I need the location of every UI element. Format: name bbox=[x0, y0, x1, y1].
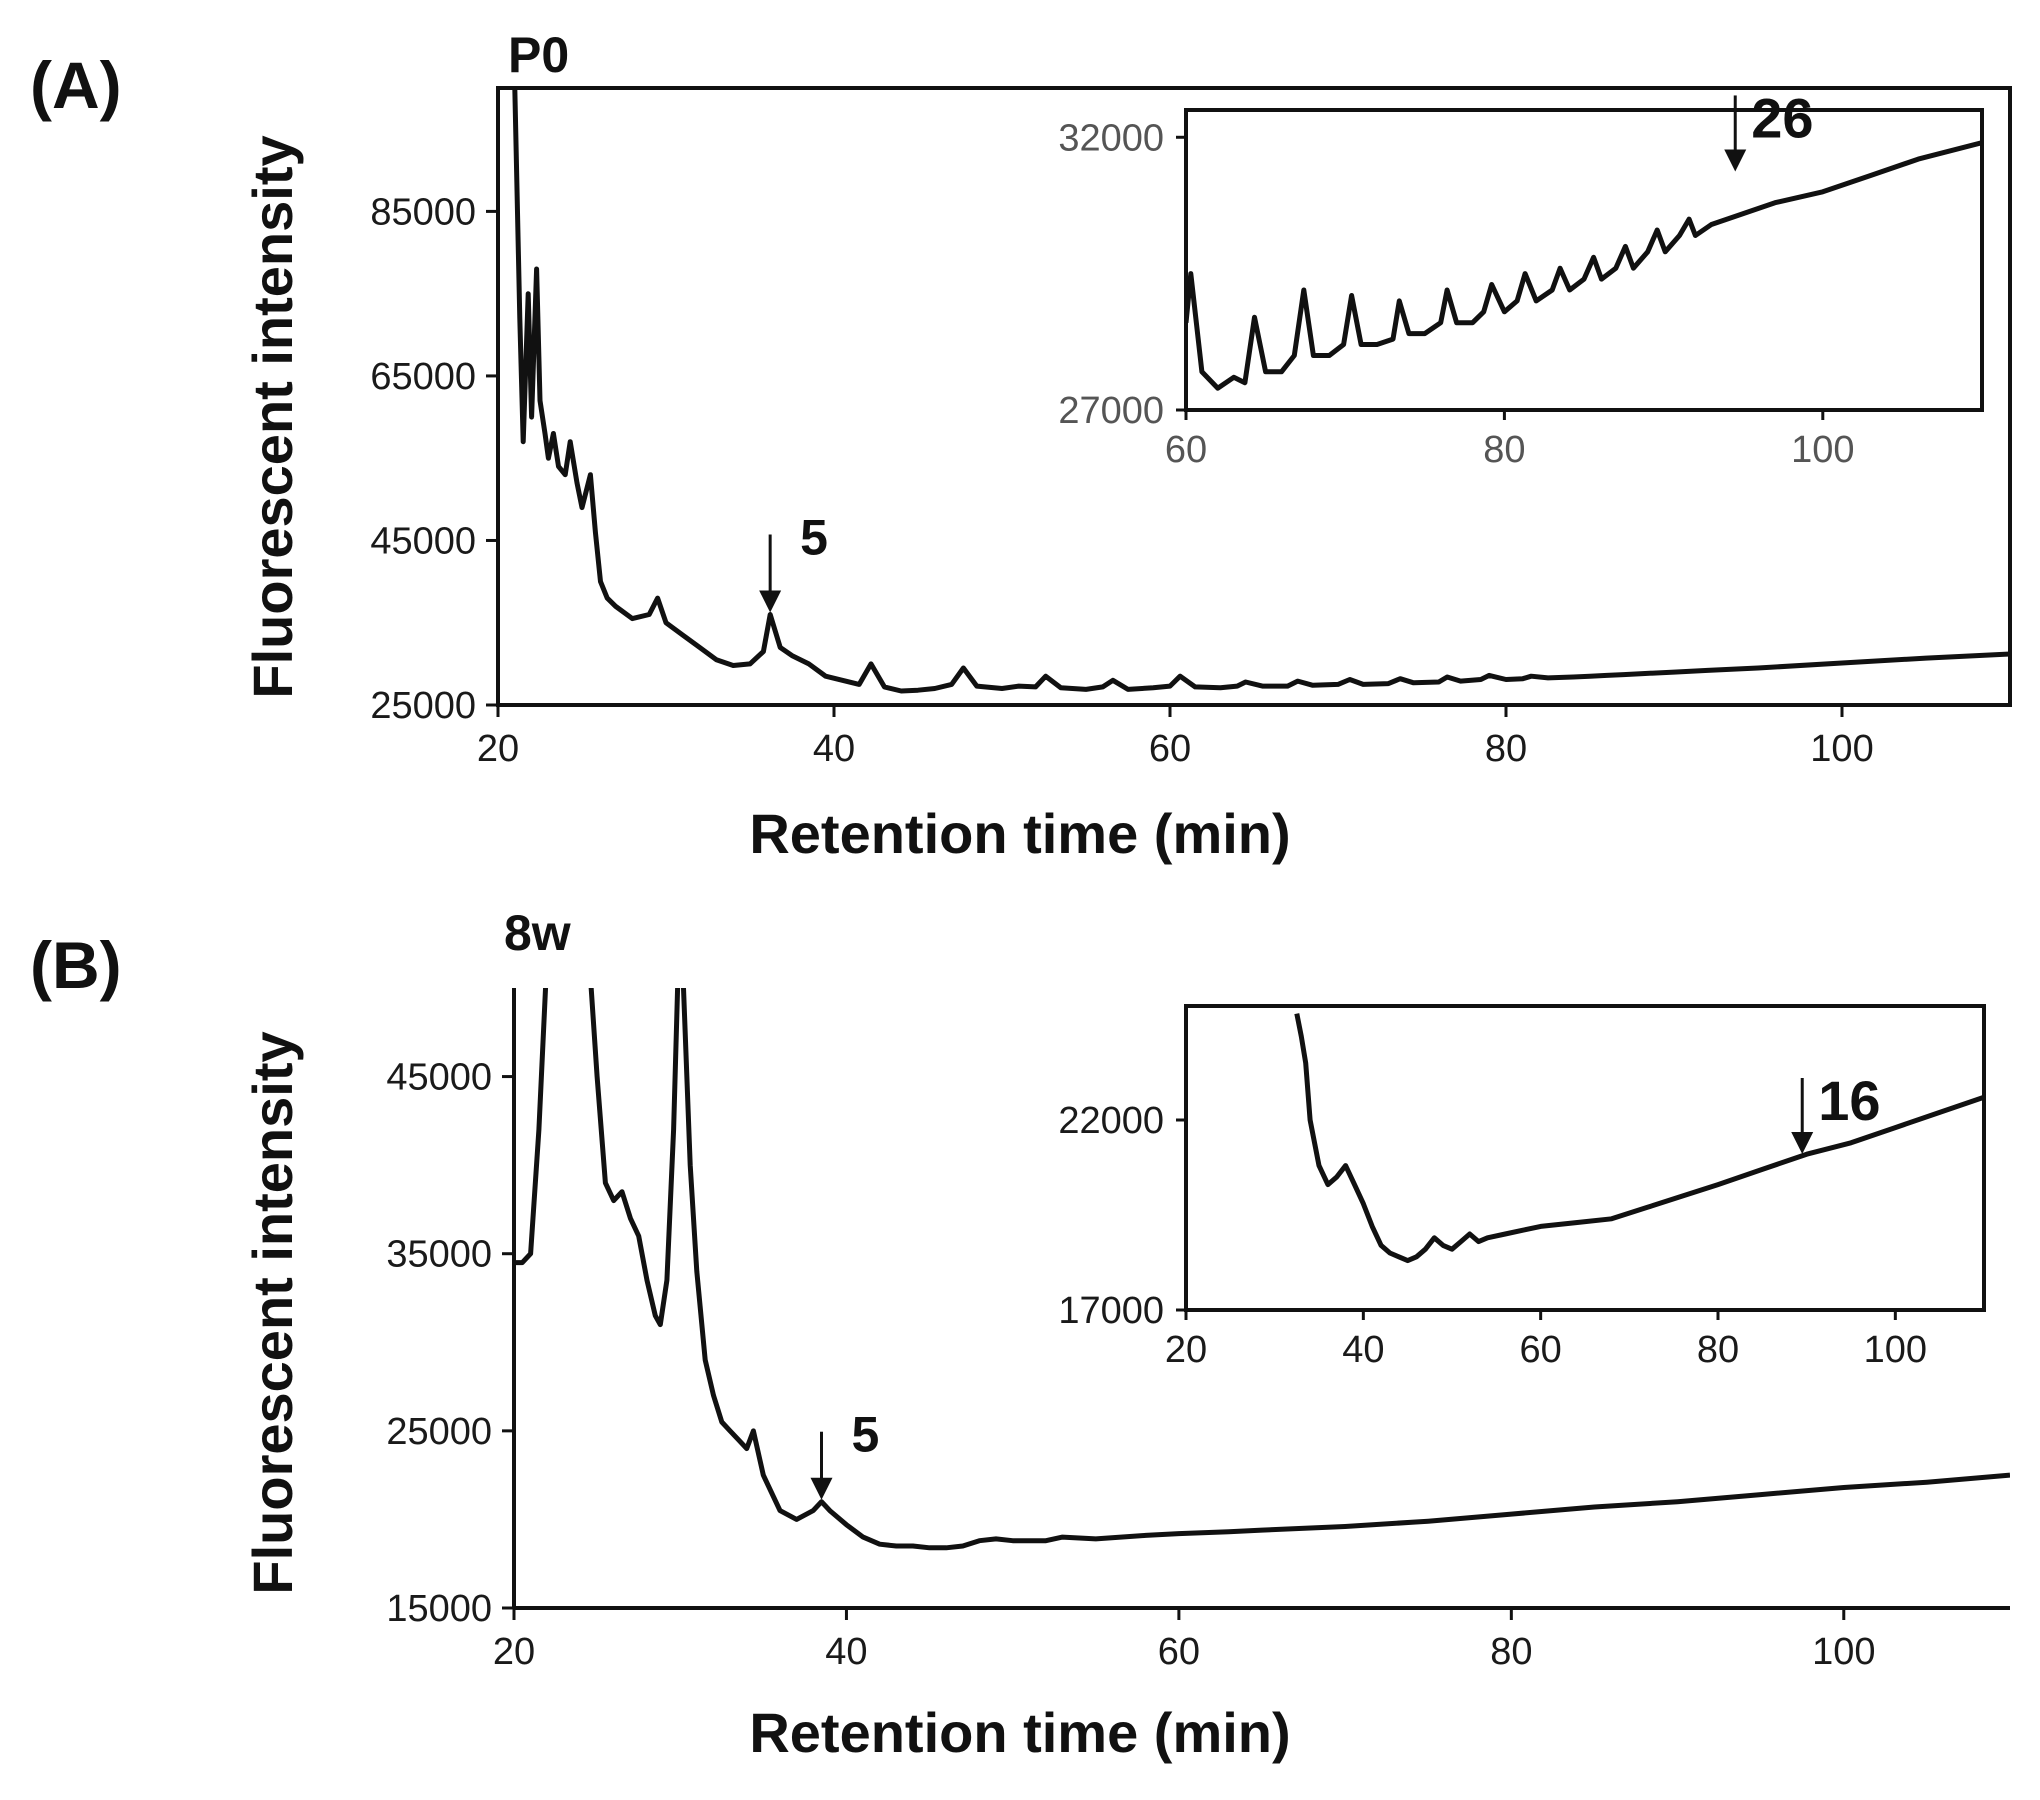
panel-a-plot-frame bbox=[496, 86, 2012, 707]
panel-b-inset-x-tick-label: 80 bbox=[1697, 1329, 1739, 1371]
panel-b-annotation-arrow-head bbox=[810, 1477, 833, 1500]
panel-b-inset-x-tick-label: 60 bbox=[1520, 1329, 1562, 1371]
panel-b-inset-y-tick-label: 17000 bbox=[1058, 1290, 1164, 1332]
panel-b-label: (B) bbox=[30, 928, 122, 1002]
panel-b-inset: 20 40 60 80 100 17000 22000 16 bbox=[1058, 1004, 1986, 1371]
panel-b-x-axis-title: Retention time (min) bbox=[749, 1701, 1290, 1764]
panel-b-y-tick-label: 15000 bbox=[386, 1588, 492, 1630]
panel-b-inset-x-tick-label: 40 bbox=[1342, 1329, 1384, 1371]
panel-a-y-tick-label: 65000 bbox=[370, 356, 476, 398]
panel-a-inset-annotation-arrow-head bbox=[1724, 149, 1747, 172]
panel-b-y-tick-label: 35000 bbox=[386, 1234, 492, 1276]
panel-b-inset-x-tick-label: 20 bbox=[1165, 1329, 1207, 1371]
panel-b-x-tick-label: 20 bbox=[493, 1631, 535, 1673]
panel-a-x-tick-label: 20 bbox=[477, 728, 519, 770]
panel-b: (B) 8w Fluorescent intensity Retention t… bbox=[30, 905, 2010, 1764]
panel-b-inset-y-tick-label: 22000 bbox=[1058, 1100, 1164, 1142]
panel-a-inset-annotation-label: 26 bbox=[1751, 86, 1813, 149]
panel-a-y-tick-label: 25000 bbox=[370, 685, 476, 727]
panel-b-y-axis-title: Fluorescent intensity bbox=[241, 1031, 304, 1594]
panel-a-x-axis-title: Retention time (min) bbox=[749, 802, 1290, 865]
panel-a-y-axis-title: Fluorescent intensity bbox=[241, 135, 304, 698]
panel-a-inset-x-tick-label: 100 bbox=[1791, 429, 1854, 471]
panel-b-x-tick-label: 60 bbox=[1158, 1631, 1200, 1673]
panel-a-x-tick-label: 60 bbox=[1149, 728, 1191, 770]
panel-b-sample-label: 8w bbox=[504, 905, 571, 961]
panel-a-inset-y-tick-label: 32000 bbox=[1058, 117, 1164, 159]
panel-b-inset-series bbox=[1294, 1013, 1984, 1264]
panel-a-sample-label: P0 bbox=[508, 27, 569, 83]
panel-b-y-tick-label: 45000 bbox=[386, 1057, 492, 1099]
panel-b-x-tick-label: 40 bbox=[825, 1631, 867, 1673]
panel-a-inset: 60 80 100 27000 32000 26 bbox=[1058, 86, 1984, 471]
panel-a-y-tick-label: 85000 bbox=[370, 191, 476, 233]
panel-a-x-tick-label: 100 bbox=[1810, 728, 1873, 770]
panel-b-x-tick-label: 100 bbox=[1812, 1631, 1875, 1673]
panel-a: (A) P0 Fluorescent intensity Retention t… bbox=[30, 27, 2012, 865]
panel-b-inset-annotation-label: 16 bbox=[1818, 1069, 1880, 1132]
panel-a-series-P0 bbox=[512, 88, 2010, 694]
panel-a-inset-series bbox=[1186, 140, 1982, 391]
panel-a-inset-y-tick-label: 27000 bbox=[1058, 390, 1164, 432]
panel-a-annotation-label: 5 bbox=[800, 510, 828, 566]
panel-b-inset-annotation-arrow-head bbox=[1791, 1132, 1814, 1154]
panel-b-y-tick-label: 25000 bbox=[386, 1411, 492, 1453]
panel-a-x-tick-label: 40 bbox=[813, 728, 855, 770]
panel-b-annotation-label: 5 bbox=[852, 1407, 880, 1463]
panel-b-x-tick-label: 80 bbox=[1490, 1631, 1532, 1673]
panel-b-plot: 20 40 60 80 100 15000 25000 35000 45000 5 bbox=[386, 988, 2010, 1673]
panel-a-x-tick-label: 80 bbox=[1485, 728, 1527, 770]
panel-a-plot: 20 40 60 80 100 25000 45000 65000 85000 5 bbox=[370, 88, 2010, 770]
panel-b-series-8w bbox=[514, 988, 2010, 1551]
panel-a-inset-frame bbox=[1184, 108, 1984, 412]
panel-a-inset-x-tick-label: 60 bbox=[1165, 429, 1207, 471]
panel-a-y-tick-label: 45000 bbox=[370, 520, 476, 562]
panel-a-label: (A) bbox=[30, 48, 122, 122]
panel-a-inset-x-tick-label: 80 bbox=[1483, 429, 1525, 471]
panel-a-annotation-arrow-head bbox=[759, 590, 782, 613]
panel-b-inset-x-tick-label: 100 bbox=[1864, 1329, 1927, 1371]
